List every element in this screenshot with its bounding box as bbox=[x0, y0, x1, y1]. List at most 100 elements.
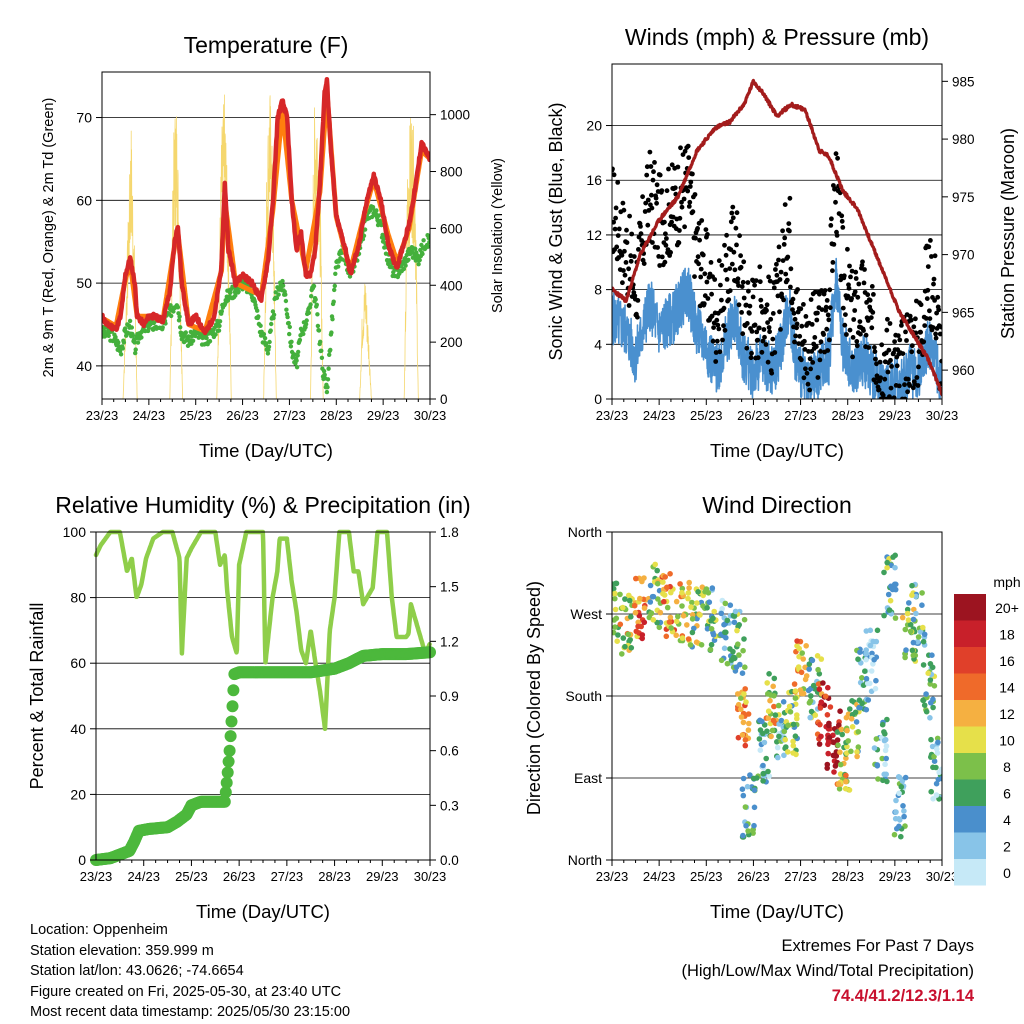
x-tick-label: 25/23 bbox=[690, 408, 723, 423]
direction-point bbox=[846, 787, 853, 793]
y-tick-label: 0 bbox=[78, 852, 86, 868]
direction-point bbox=[742, 742, 749, 749]
gust-point bbox=[645, 222, 651, 228]
gust-point bbox=[615, 233, 621, 239]
gust-point bbox=[787, 228, 792, 234]
direction-point bbox=[843, 772, 849, 779]
direction-point bbox=[933, 792, 940, 798]
direction-point bbox=[760, 770, 766, 777]
gust-point bbox=[723, 252, 729, 258]
colorbar-label: 14 bbox=[999, 680, 1015, 696]
dewpoint-point bbox=[255, 308, 260, 313]
gust-point bbox=[810, 360, 816, 365]
gust-point bbox=[797, 333, 803, 339]
direction-point bbox=[735, 734, 742, 741]
gust-point bbox=[784, 277, 790, 283]
gust-point bbox=[851, 317, 857, 322]
direction-point bbox=[745, 711, 752, 717]
direction-point bbox=[934, 750, 941, 756]
direction-point bbox=[730, 648, 736, 655]
direction-point bbox=[636, 612, 643, 619]
direction-point bbox=[891, 581, 898, 588]
direction-point bbox=[836, 786, 843, 792]
gust-point bbox=[638, 231, 644, 237]
direction-point bbox=[756, 736, 763, 742]
direction-point bbox=[662, 574, 668, 580]
colorbar: mph 0 2 4 6 8 10 12 14 16 18 20+ bbox=[954, 574, 1021, 886]
direction-point bbox=[925, 670, 931, 676]
precip-point bbox=[226, 700, 239, 713]
dewpoint-point bbox=[267, 339, 272, 345]
direction-point bbox=[732, 608, 739, 615]
gust-point bbox=[792, 316, 798, 322]
direction-point bbox=[705, 590, 712, 596]
dewpoint-point bbox=[370, 204, 376, 210]
direction-point bbox=[679, 585, 686, 592]
direction-point bbox=[883, 755, 889, 762]
direction-point bbox=[693, 639, 700, 645]
direction-point bbox=[827, 704, 834, 710]
direction-point bbox=[738, 714, 745, 720]
gust-point bbox=[891, 395, 897, 399]
gust-point bbox=[763, 342, 769, 347]
direction-point bbox=[890, 554, 896, 560]
direction-point bbox=[921, 631, 928, 638]
direction-point bbox=[843, 714, 850, 721]
direction-point bbox=[904, 610, 911, 617]
gust-point bbox=[815, 310, 820, 316]
gust-point bbox=[721, 305, 727, 311]
y-tick-label: 0 bbox=[594, 391, 602, 407]
direction-point bbox=[785, 749, 791, 755]
gust-point bbox=[641, 261, 647, 266]
gust-point bbox=[907, 383, 913, 388]
dewpoint-point bbox=[217, 323, 222, 329]
gust-point bbox=[852, 308, 858, 313]
gust-point bbox=[876, 387, 882, 393]
gust-point bbox=[918, 329, 923, 335]
colorbar-label: 18 bbox=[999, 627, 1015, 643]
gust-point bbox=[681, 196, 687, 202]
station-info: Location: Oppenheim Station elevation: 3… bbox=[30, 920, 350, 1023]
extremes-title: Extremes For Past 7 Days bbox=[781, 937, 974, 955]
gust-point bbox=[686, 155, 692, 161]
gust-point bbox=[880, 392, 886, 398]
direction-point bbox=[883, 743, 890, 749]
x-tick-label: 25/23 bbox=[690, 869, 723, 884]
gust-point bbox=[749, 329, 755, 334]
direction-point bbox=[780, 699, 787, 705]
solar-series bbox=[102, 94, 430, 399]
direction-point bbox=[920, 638, 927, 645]
plot-border bbox=[101, 71, 431, 400]
dewpoint-point bbox=[261, 332, 267, 337]
dewpoint-point bbox=[283, 292, 288, 297]
direction-point bbox=[899, 614, 906, 621]
gust-point bbox=[826, 337, 832, 343]
direction-point bbox=[844, 727, 850, 734]
colorbar-label: 0 bbox=[1003, 865, 1011, 881]
colorbar-swatch bbox=[954, 753, 986, 780]
direction-point bbox=[867, 642, 874, 649]
gust-point bbox=[754, 329, 760, 335]
gust-point bbox=[802, 347, 808, 352]
direction-point bbox=[709, 585, 716, 591]
gust-point bbox=[802, 338, 807, 344]
precip-point bbox=[223, 744, 236, 757]
dewpoint-point bbox=[113, 334, 118, 340]
direction-point bbox=[626, 597, 633, 604]
y2-tick-label: 0.3 bbox=[440, 798, 459, 813]
gust-point bbox=[834, 233, 840, 238]
gust-point bbox=[749, 350, 754, 356]
direction-point bbox=[847, 706, 853, 712]
gust-point bbox=[747, 303, 753, 309]
direction-point bbox=[781, 728, 788, 735]
y-tick-label: 16 bbox=[586, 172, 602, 188]
gust-point bbox=[833, 199, 838, 205]
gust-point bbox=[789, 300, 795, 306]
direction-point bbox=[884, 564, 890, 571]
gust-point bbox=[735, 276, 741, 282]
direction-point bbox=[870, 661, 876, 667]
gust-point bbox=[791, 310, 797, 316]
extremes-legend: (High/Low/Max Wind/Total Precipitation) bbox=[681, 962, 974, 980]
direction-point bbox=[735, 701, 742, 708]
direction-point bbox=[848, 716, 855, 722]
